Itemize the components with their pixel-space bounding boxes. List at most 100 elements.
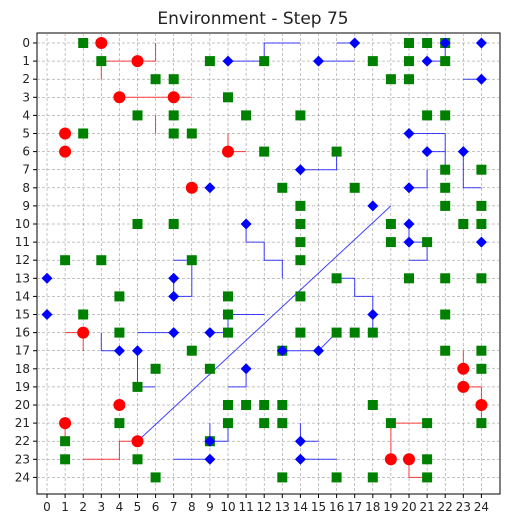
blue-diamond — [41, 272, 53, 284]
y-tick-label: 23 — [15, 452, 30, 466]
blue-diamond — [222, 55, 234, 67]
green-square — [422, 418, 433, 429]
red-path — [463, 386, 482, 424]
x-tick-label: 14 — [293, 500, 308, 514]
green-square — [295, 327, 306, 338]
green-square — [132, 454, 143, 465]
x-tick-label: 19 — [383, 500, 398, 514]
y-tick-label: 21 — [15, 416, 30, 430]
green-square — [476, 219, 487, 229]
green-square — [114, 418, 125, 429]
green-square — [223, 418, 233, 429]
blue-diamond — [367, 200, 379, 212]
green-square — [476, 164, 487, 175]
agent-markers — [41, 37, 488, 483]
blue-diamond — [403, 182, 415, 194]
blue-path — [427, 151, 446, 170]
red-circle — [167, 91, 180, 104]
green-square — [60, 436, 71, 447]
green-square — [114, 291, 125, 302]
green-square — [440, 309, 451, 320]
blue-path — [173, 259, 193, 297]
blue-diamond — [403, 128, 415, 139]
blue-path — [209, 314, 265, 334]
blue-path — [409, 169, 428, 189]
x-tick-label: 1 — [61, 500, 69, 514]
blue-path — [336, 277, 374, 315]
green-square — [295, 255, 306, 266]
y-tick-label: 7 — [22, 163, 30, 177]
red-circle — [113, 91, 126, 104]
green-square — [404, 56, 414, 67]
y-tick-label: 6 — [22, 145, 30, 159]
green-square — [96, 56, 107, 67]
green-square — [422, 38, 433, 48]
blue-path — [409, 242, 428, 261]
green-square — [422, 454, 433, 465]
green-square — [259, 56, 270, 67]
blue-path — [409, 133, 446, 152]
y-tick-label: 11 — [15, 235, 30, 249]
blue-diamond — [276, 345, 288, 357]
x-tick-label: 24 — [474, 500, 489, 514]
green-square — [367, 400, 378, 410]
red-circle — [457, 362, 470, 375]
green-square — [277, 182, 288, 193]
blue-path — [245, 224, 265, 261]
green-square — [295, 110, 306, 121]
y-tick-label: 16 — [15, 326, 30, 340]
green-square — [295, 237, 306, 248]
green-square — [259, 146, 270, 157]
red-circle — [59, 145, 72, 158]
green-square — [295, 200, 306, 211]
green-square — [385, 74, 396, 85]
blue-diamond — [168, 327, 180, 339]
x-tick-label: 10 — [220, 500, 235, 514]
x-tick-label: 0 — [43, 500, 51, 514]
blue-path — [100, 332, 120, 352]
red-circle — [59, 127, 72, 140]
y-tick-label: 0 — [22, 36, 30, 50]
red-circle — [77, 326, 90, 339]
green-square — [168, 110, 179, 121]
green-square — [331, 146, 342, 157]
y-tick-label: 9 — [22, 199, 30, 213]
green-square — [204, 363, 215, 374]
green-square — [114, 327, 125, 338]
green-square — [385, 418, 396, 429]
blue-path — [264, 259, 283, 279]
green-square — [440, 110, 451, 121]
x-tick-label: 23 — [456, 500, 471, 514]
green-square — [150, 363, 161, 374]
red-path — [83, 440, 138, 460]
x-tick-label: 9 — [206, 500, 214, 514]
x-tick-label: 3 — [97, 500, 105, 514]
red-circle — [131, 435, 144, 448]
green-square — [476, 363, 487, 374]
y-tick-label: 4 — [22, 108, 30, 122]
blue-diamond — [240, 218, 252, 230]
green-square — [422, 110, 433, 121]
green-square — [422, 237, 433, 248]
x-tick-label: 2 — [79, 500, 87, 514]
green-square — [223, 400, 233, 410]
green-square — [367, 327, 378, 338]
green-square — [168, 128, 179, 139]
green-square — [132, 381, 143, 392]
blue-diamond — [294, 453, 306, 465]
green-square — [78, 38, 89, 48]
green-square — [223, 291, 233, 302]
green-square — [331, 472, 342, 483]
green-square — [404, 273, 414, 284]
green-square — [60, 454, 71, 465]
green-square — [186, 255, 197, 266]
x-tick-label: 15 — [311, 500, 326, 514]
blue-path — [209, 423, 229, 442]
blue-diamond — [403, 218, 415, 230]
green-square — [186, 345, 197, 356]
green-square — [331, 327, 342, 338]
green-square — [440, 182, 451, 193]
blue-path — [462, 151, 482, 189]
x-tick-label: 4 — [116, 500, 124, 514]
